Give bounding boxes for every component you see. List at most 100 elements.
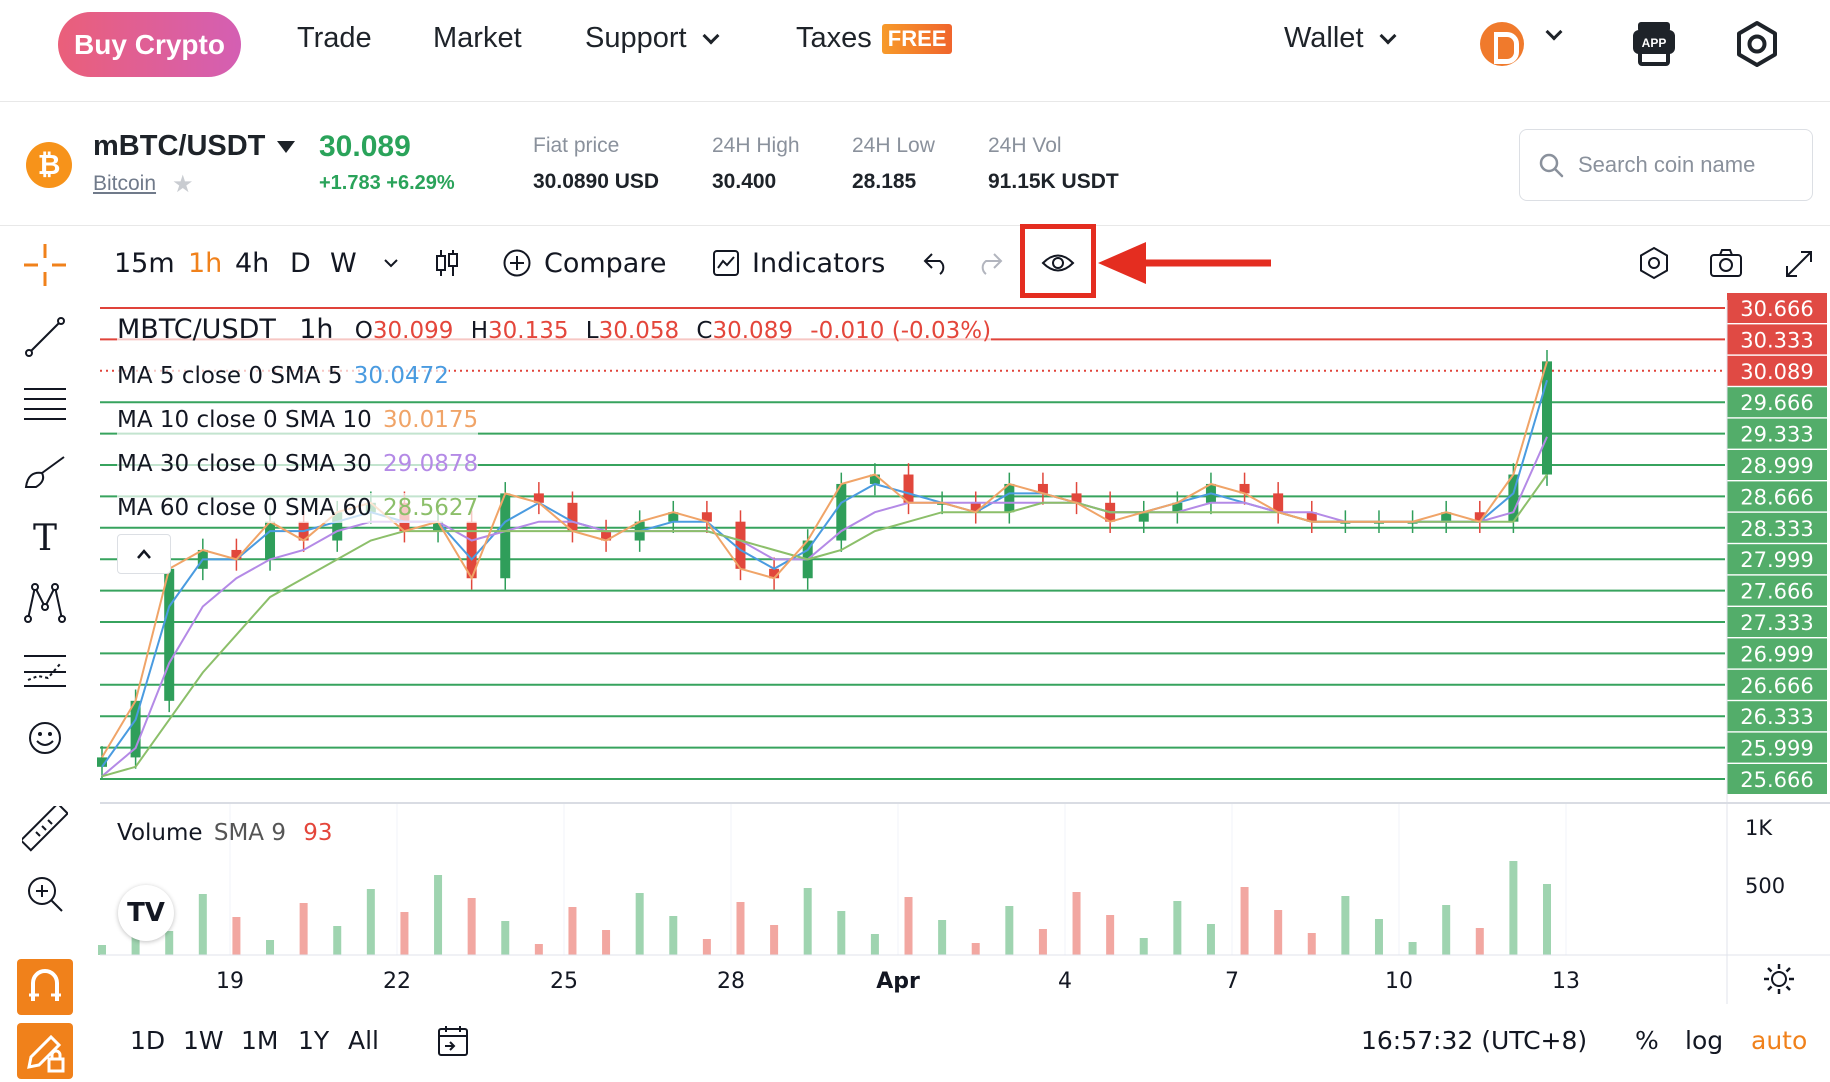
volume-bar (1139, 938, 1148, 955)
pattern-tool[interactable] (20, 578, 70, 628)
zoom-in-icon (28, 877, 63, 912)
search-input[interactable] (1578, 152, 1798, 178)
volume-label: Volume (117, 820, 203, 846)
ma-line (101, 379, 1548, 768)
ruler-icon (22, 806, 68, 852)
trend-line-tool[interactable] (20, 312, 70, 362)
interval-more-dropdown[interactable] (383, 226, 399, 300)
log-toggle[interactable]: log (1685, 1026, 1724, 1055)
redo-icon[interactable] (974, 250, 1004, 276)
undo-icon[interactable] (922, 250, 952, 276)
candle-body (433, 521, 444, 532)
magnet-mode-button[interactable] (17, 959, 73, 1015)
ma60-legend[interactable]: MA 60 close 0 SMA 60 28.5627 (117, 493, 479, 523)
coin-search[interactable] (1519, 129, 1813, 201)
pair-selector[interactable]: mBTC/USDT (93, 130, 296, 163)
interval-w[interactable]: W (330, 247, 357, 279)
ma30-value: 29.0878 (383, 451, 479, 477)
interval-15m[interactable]: 15m (114, 247, 175, 279)
crosshair-icon[interactable] (22, 242, 68, 288)
goto-date-icon[interactable] (436, 1024, 470, 1058)
interval-4h[interactable]: 4h (235, 247, 270, 279)
volume-bar (1274, 910, 1283, 955)
price-change: +1.783 +6.29% (319, 172, 455, 194)
price-axis-label-bg (1727, 418, 1827, 449)
compare-button[interactable]: Compare (502, 226, 666, 300)
price-axis-label: 28.666 (1740, 485, 1813, 509)
price-axis-label: 26.666 (1740, 674, 1813, 698)
measure-tool[interactable] (20, 804, 70, 854)
volume-bar (702, 939, 711, 955)
ma10-label: MA 10 close 0 SMA 10 (117, 407, 372, 433)
tradingview-logo-icon[interactable]: TV (118, 885, 174, 941)
stat-value-vol: 91.15K USDT (988, 170, 1119, 193)
zoom-tool[interactable] (20, 869, 70, 919)
chart-settings-gear-icon[interactable] (1762, 962, 1796, 996)
time-axis-label: 10 (1385, 969, 1413, 994)
interval-d[interactable]: D (290, 247, 311, 279)
volume-bar (736, 902, 745, 955)
text-icon: T (32, 517, 57, 559)
horizontal-lines-tool[interactable] (20, 378, 70, 428)
range-1y[interactable]: 1Y (298, 1026, 330, 1055)
clock-time[interactable]: 16:57:32 (UTC+8) (1361, 1026, 1588, 1055)
magnet-icon (29, 969, 61, 1001)
candle-body (164, 568, 175, 701)
favorite-star-icon[interactable]: ★ (172, 171, 194, 198)
camera-icon[interactable] (1709, 248, 1743, 278)
coin-name-link[interactable]: Bitcoin (93, 172, 157, 195)
nav-support[interactable]: Support (585, 22, 720, 55)
nav-wallet[interactable]: Wallet (1284, 22, 1396, 55)
range-1d[interactable]: 1D (130, 1026, 166, 1055)
app-download-icon[interactable]: APP (1632, 20, 1676, 66)
stat-value-low: 28.185 (852, 170, 917, 193)
add-circle-icon (503, 249, 531, 277)
buy-crypto-button[interactable]: Buy Crypto (58, 12, 241, 77)
auto-toggle[interactable]: auto (1751, 1026, 1808, 1055)
trend-line-icon (25, 317, 65, 357)
volume-bar (400, 912, 409, 955)
candle-body (97, 757, 107, 767)
fullscreen-icon[interactable] (1783, 248, 1815, 280)
ma5-legend[interactable]: MA 5 close 0 SMA 5 30.0472 (117, 361, 449, 391)
lock-drawings-button[interactable] (17, 1023, 73, 1079)
collapse-legend-button[interactable] (117, 534, 171, 574)
volume-bar (501, 921, 510, 955)
interval-1h[interactable]: 1h (188, 247, 223, 279)
chart-type-button[interactable] (432, 226, 462, 300)
ma10-legend[interactable]: MA 10 close 0 SMA 10 30.0175 (117, 405, 479, 435)
time-axis-label: 7 (1225, 969, 1239, 994)
nav-market[interactable]: Market (433, 22, 522, 55)
ma60-label: MA 60 close 0 SMA 60 (117, 495, 372, 521)
volume-legend[interactable]: Volume SMA 9 93 (117, 818, 333, 848)
candle-body (130, 700, 141, 758)
stat-label-fiat: Fiat price (533, 134, 620, 157)
eye-icon[interactable] (1041, 248, 1075, 278)
nav-trade[interactable]: Trade (297, 22, 372, 55)
range-1m[interactable]: 1M (241, 1026, 279, 1055)
volume-bar (837, 911, 846, 955)
ma30-legend[interactable]: MA 30 close 0 SMA 30 29.0878 (117, 449, 479, 479)
search-icon (1539, 153, 1564, 178)
ma30-label: MA 30 close 0 SMA 30 (117, 451, 372, 477)
legend-c-label: C (696, 318, 713, 344)
price-axis-label: 30.089 (1740, 360, 1813, 384)
volume-bar (1173, 901, 1182, 955)
chart-settings-icon[interactable] (1638, 246, 1670, 280)
brush-tool[interactable] (20, 448, 70, 498)
forecast-tool[interactable] (20, 645, 70, 695)
text-tool[interactable]: T (20, 513, 70, 563)
user-avatar[interactable] (1480, 22, 1524, 66)
time-axis-label: 19 (216, 969, 244, 994)
percent-toggle[interactable]: % (1635, 1026, 1659, 1055)
price-axis-label: 25.666 (1740, 768, 1813, 792)
range-all[interactable]: All (348, 1026, 379, 1055)
settings-icon[interactable] (1733, 20, 1781, 68)
candle-body (1306, 512, 1317, 522)
range-1w[interactable]: 1W (183, 1026, 224, 1055)
icons-tool[interactable] (20, 713, 70, 763)
nav-taxes[interactable]: Taxes FREE (796, 22, 953, 55)
volume-sma-label: SMA 9 (213, 820, 286, 846)
indicators-button[interactable]: Indicators (712, 226, 885, 300)
legend-l-label: L (585, 318, 599, 344)
